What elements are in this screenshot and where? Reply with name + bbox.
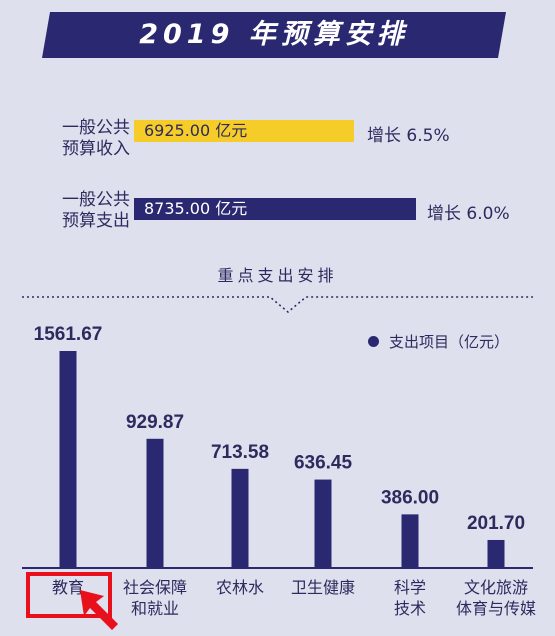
bar-0	[59, 351, 77, 568]
bar-1	[146, 438, 164, 568]
category-label-1-1: 和就业	[131, 599, 179, 618]
title-banner: 2019 年预算安排	[42, 12, 506, 58]
category-label-4-0: 科学	[394, 578, 426, 597]
legend-label: 支出项目（亿元）	[389, 333, 510, 351]
income-growth: 增长 6.5%	[367, 126, 450, 146]
expense-label-line2: 预算支出	[62, 211, 130, 231]
banner-title: 2019 年预算安排	[139, 19, 409, 50]
expense-growth: 增长 6.0%	[427, 204, 510, 224]
category-label-5-0: 文化旅游	[464, 578, 528, 597]
chart-legend: 支出项目（亿元）	[368, 331, 509, 352]
income-label-line1: 一般公共	[62, 118, 130, 138]
income-label-line2: 预算收入	[62, 139, 130, 159]
highlight-box	[26, 572, 112, 618]
value-label-0: 1561.67	[34, 324, 103, 345]
value-label-5: 201.70	[467, 513, 525, 534]
expense-label: 一般公共 预算支出	[40, 190, 130, 232]
bar-3	[314, 479, 332, 568]
category-label-0-0: 教育	[52, 578, 84, 597]
income-label: 一般公共 预算收入	[40, 118, 130, 160]
category-label-2-0: 农林水	[216, 578, 264, 597]
income-bar: 6925.00 亿元	[134, 120, 354, 142]
category-label-1-0: 社会保障	[123, 578, 187, 597]
category-label-3-0: 卫生健康	[291, 578, 355, 597]
section-divider	[22, 296, 533, 314]
category-label-4-1: 技术	[394, 599, 426, 618]
bar-2	[231, 468, 249, 568]
expense-bar: 8735.00 亿元	[134, 198, 416, 220]
bar-5	[487, 539, 505, 568]
bar-4	[401, 514, 419, 568]
section-title: 重点支出安排	[217, 266, 338, 285]
value-label-3: 636.45	[294, 453, 353, 474]
expense-label-line1: 一般公共	[62, 190, 130, 210]
banner-shape	[42, 12, 506, 58]
value-label-1: 929.87	[126, 412, 184, 433]
value-label-4: 386.00	[381, 487, 439, 508]
pointer-arrow-icon	[80, 590, 118, 630]
value-label-2: 713.58	[211, 442, 269, 463]
category-label-5-1: 体育与传媒	[456, 599, 536, 618]
legend-marker	[368, 336, 379, 347]
